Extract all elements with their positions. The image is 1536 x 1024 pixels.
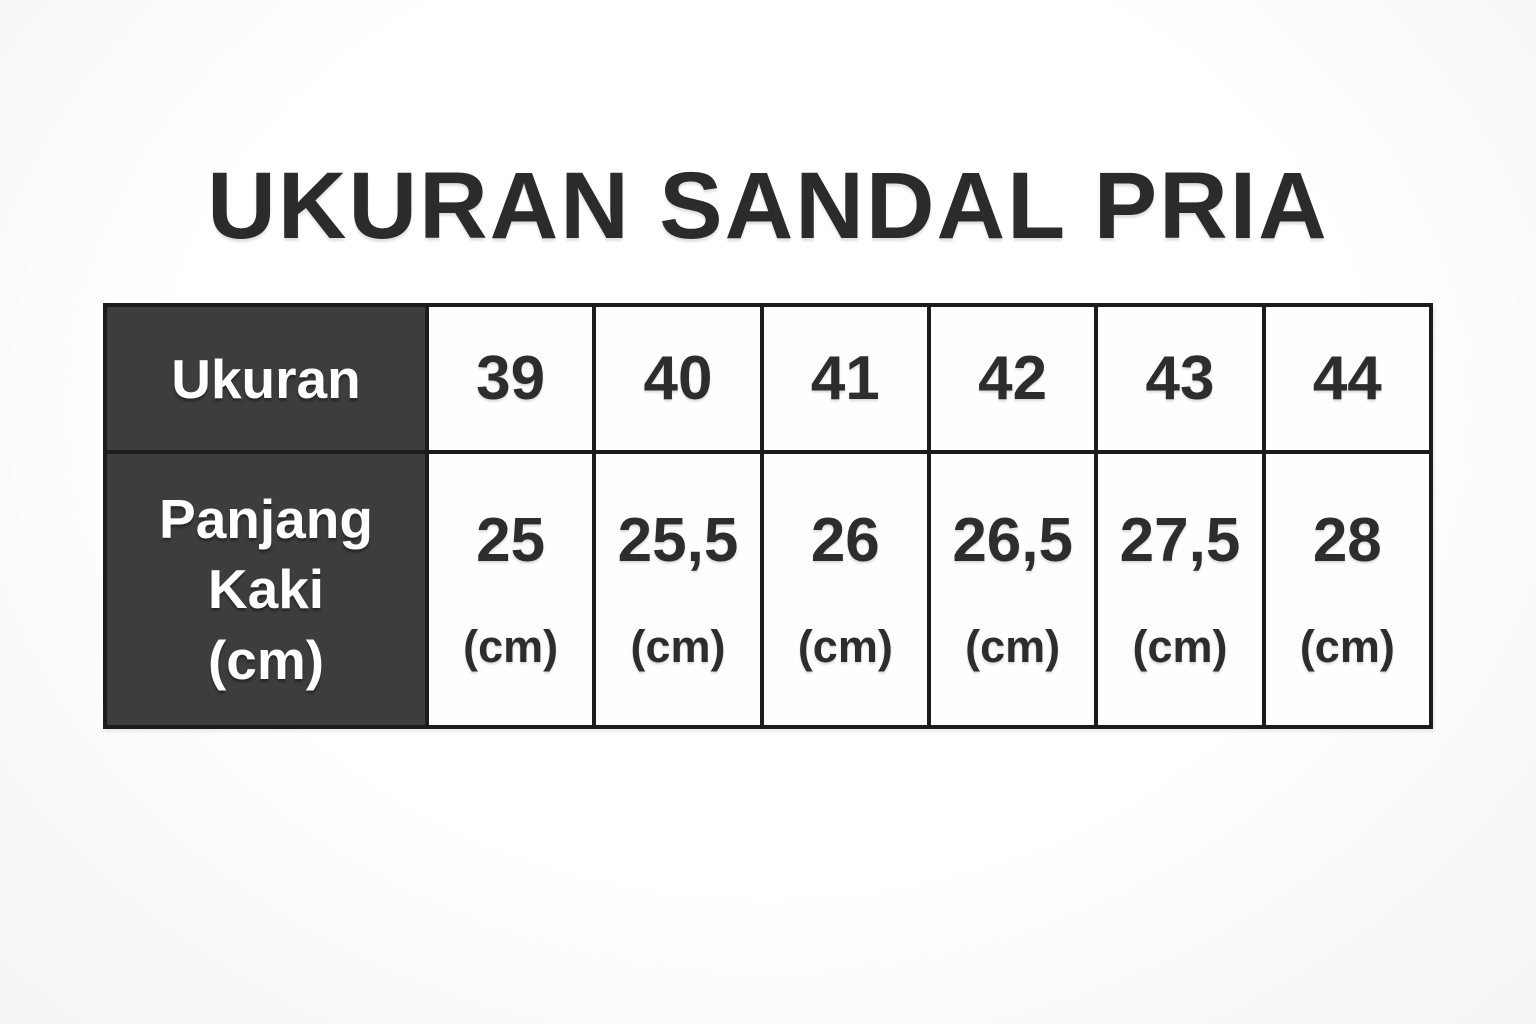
length-cell-26: 26 (cm) — [759, 450, 931, 729]
size-table: Ukuran 39 40 41 42 43 44 Panjang Kaki (c… — [103, 303, 1434, 729]
size-cell-39: 39 — [424, 303, 597, 454]
length-value: 26,5 — [952, 506, 1073, 575]
length-cell-26-5: 26,5 (cm) — [926, 450, 1099, 729]
foot-length-row: Panjang Kaki (cm) 25 (cm) 25,5 (cm) 26 — [103, 450, 1434, 729]
page-title: UKURAN SANDAL PRIA — [207, 153, 1329, 259]
size-cell-42: 42 — [926, 303, 1099, 454]
length-unit: (cm) — [1132, 621, 1228, 672]
length-value: 25 — [476, 506, 546, 575]
row-header-panjang-kaki: Panjang Kaki (cm) — [103, 450, 429, 729]
length-cell-25: 25 (cm) — [424, 450, 597, 729]
header-line-kaki: Kaki — [207, 558, 325, 621]
length-cell-28: 28 (cm) — [1261, 450, 1434, 729]
length-cell-27-5: 27,5 (cm) — [1094, 450, 1266, 729]
length-value: 27,5 — [1119, 506, 1241, 575]
size-cell-44: 44 — [1261, 303, 1434, 454]
header-line-panjang: Panjang — [159, 487, 373, 550]
length-unit: (cm) — [1299, 621, 1395, 672]
length-value: 26 — [810, 506, 880, 575]
length-unit: (cm) — [463, 621, 559, 672]
length-unit: (cm) — [965, 621, 1061, 672]
length-unit: (cm) — [630, 621, 726, 672]
length-unit: (cm) — [797, 621, 893, 672]
row-header-ukuran: Ukuran — [103, 303, 429, 454]
length-cell-25-5: 25,5 (cm) — [592, 450, 764, 729]
length-value: 25,5 — [617, 506, 739, 575]
size-row: Ukuran 39 40 41 42 43 44 — [103, 303, 1434, 454]
size-cell-43: 43 — [1094, 303, 1266, 454]
header-line-cm: (cm) — [207, 628, 325, 691]
size-cell-40: 40 — [592, 303, 764, 454]
length-value: 28 — [1312, 506, 1382, 575]
size-cell-41: 41 — [759, 303, 931, 454]
